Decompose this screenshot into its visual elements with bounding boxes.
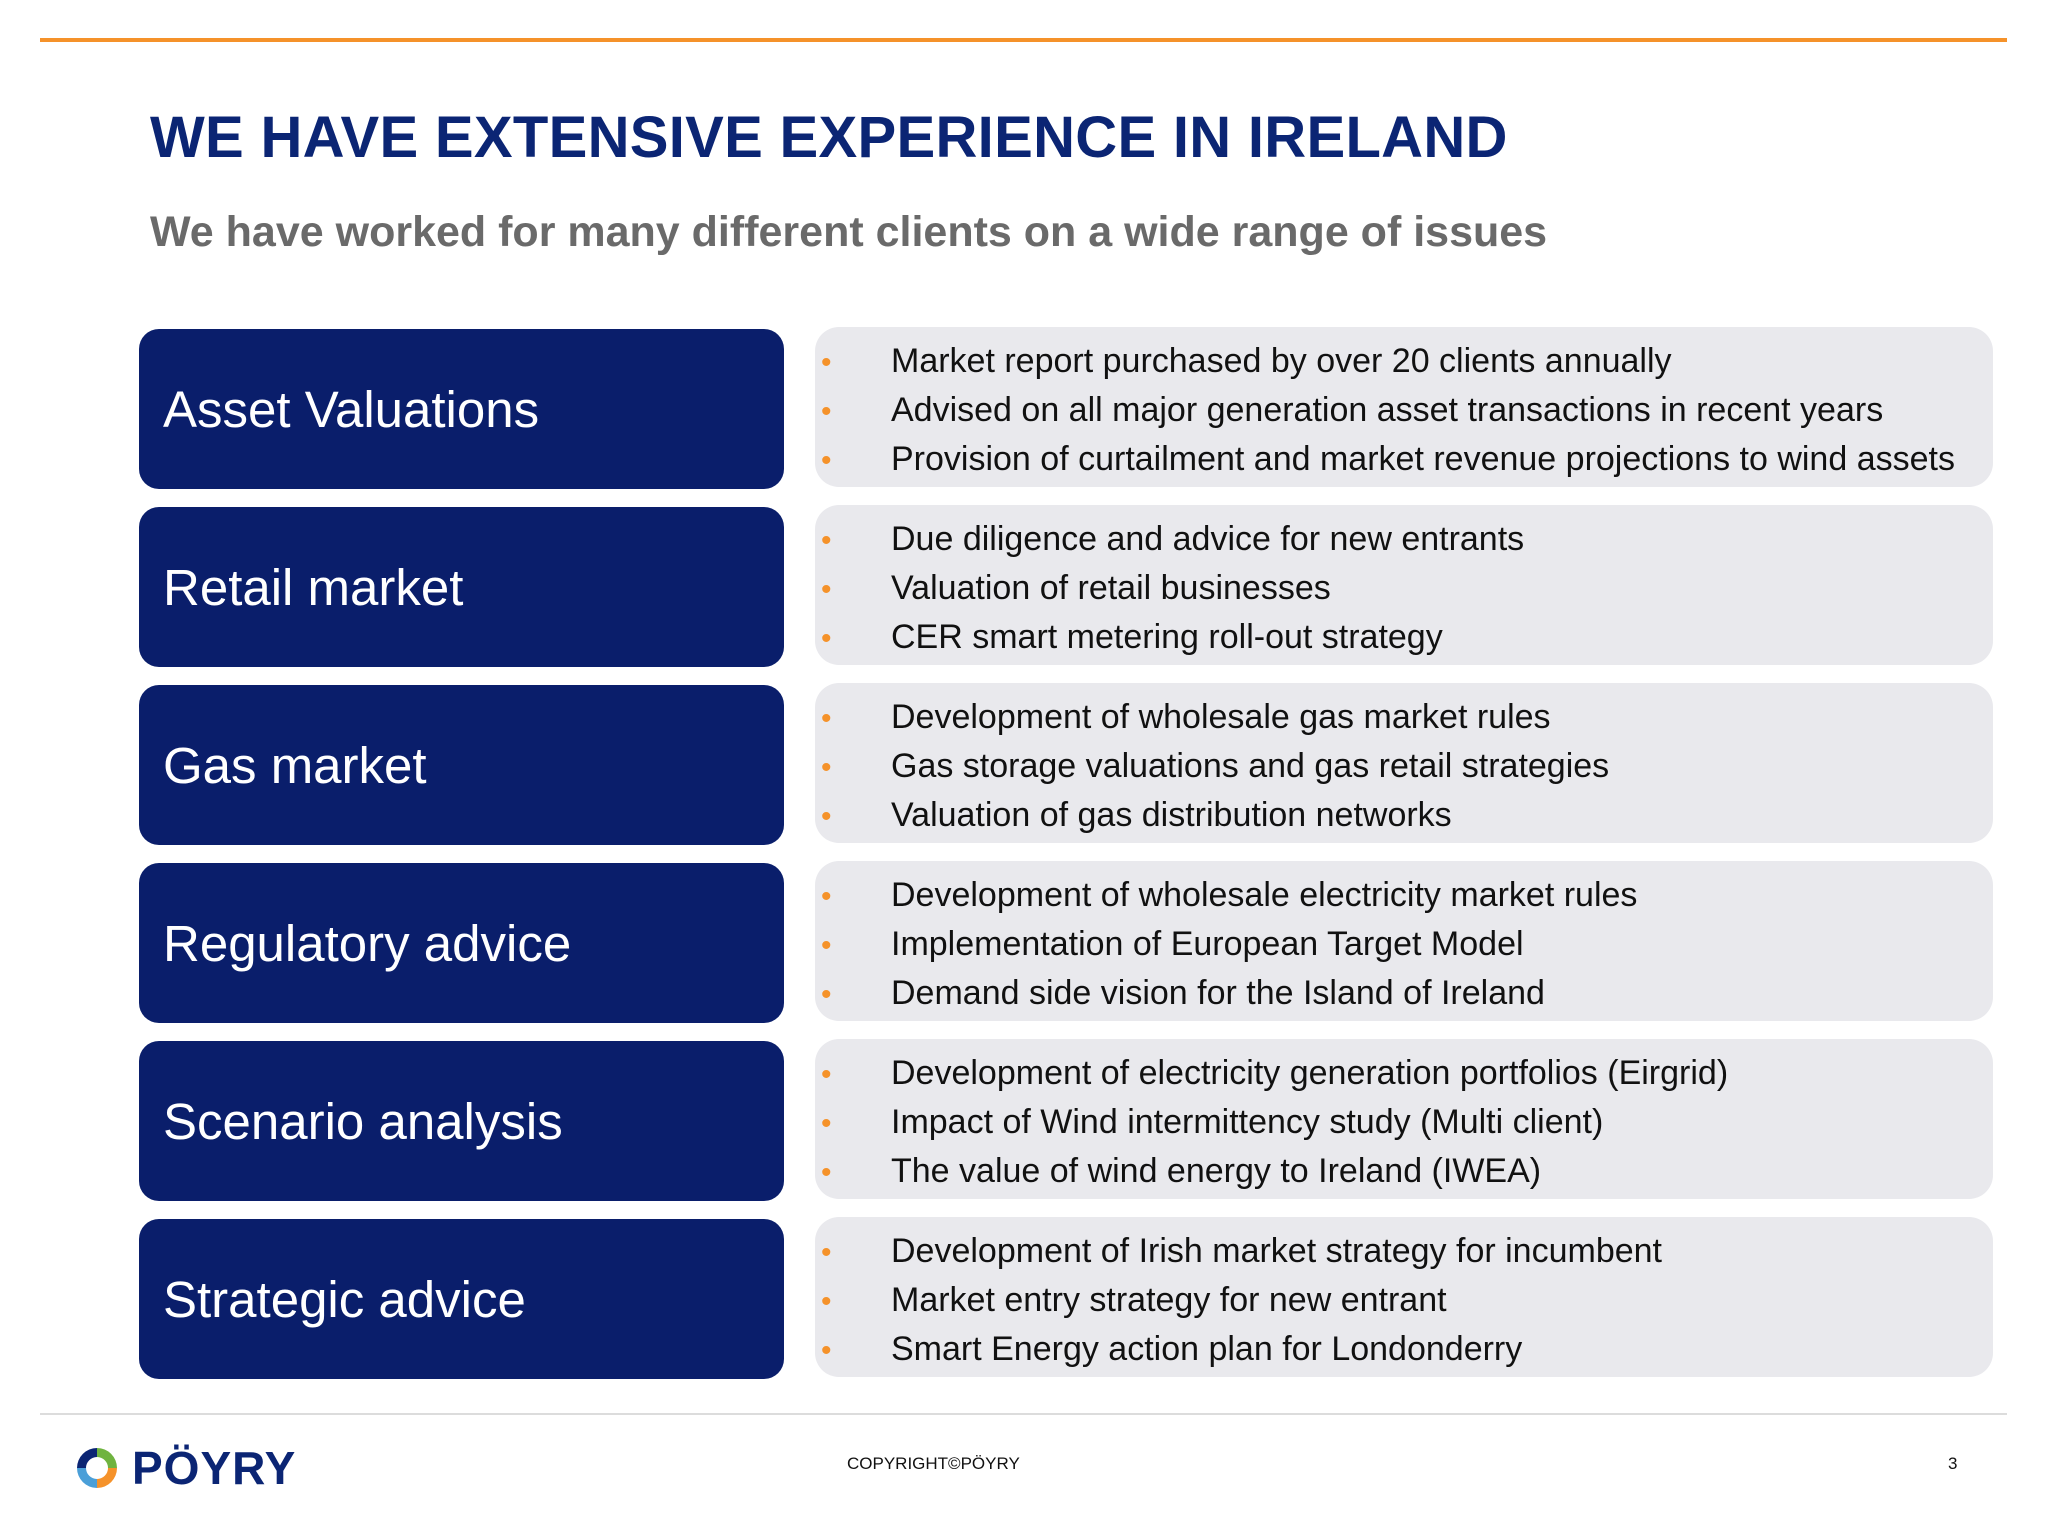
logo-wordmark: PÖYRY bbox=[132, 1442, 297, 1494]
bullet-icon: • bbox=[821, 1156, 832, 1189]
experience-row: Regulatory advice • Development of wholes… bbox=[139, 861, 1993, 1023]
bullet-icon: • bbox=[821, 524, 832, 557]
bullet-panel: • Development of Irish market strategy fo… bbox=[815, 1217, 1993, 1377]
bullet-text: Valuation of retail businesses bbox=[891, 569, 1331, 607]
bullet-icon: • bbox=[821, 751, 832, 784]
bullet-text: CER smart metering roll-out strategy bbox=[891, 618, 1443, 656]
bullet-text: Gas storage valuations and gas retail st… bbox=[891, 747, 1610, 785]
page-title: WE HAVE EXTENSIVE EXPERIENCE IN IRELAND bbox=[150, 105, 1508, 170]
copyright-notice: COPYRIGHT©PÖYRY bbox=[847, 1454, 1020, 1473]
bullet-item: • Gas storage valuations and gas retail s… bbox=[815, 743, 1993, 792]
category-label: Regulatory advice bbox=[163, 914, 572, 972]
bullet-icon: • bbox=[821, 1285, 832, 1318]
experience-row: Scenario analysis • Development of electr… bbox=[139, 1039, 1993, 1201]
bullet-icon: • bbox=[821, 622, 832, 655]
bullet-item: • Implementation of European Target Model bbox=[815, 921, 1993, 970]
bullet-icon: • bbox=[821, 346, 832, 379]
bullet-panel: • Development of electricity generation p… bbox=[815, 1039, 1993, 1199]
bullet-item: • Demand side vision for the Island of Ir… bbox=[815, 970, 1993, 1019]
bullet-panel: • Market report purchased by over 20 clie… bbox=[815, 327, 1993, 487]
bullet-text: Development of wholesale gas market rule… bbox=[891, 698, 1551, 736]
bullet-panel: • Due diligence and advice for new entran… bbox=[815, 505, 1993, 665]
bullet-icon: • bbox=[821, 1107, 832, 1140]
bullet-item: • Development of wholesale gas market rul… bbox=[815, 694, 1993, 743]
bullet-item: • Development of electricity generation p… bbox=[815, 1050, 1993, 1099]
bullet-text: Impact of Wind intermittency study (Mult… bbox=[891, 1103, 1604, 1141]
bullet-icon: • bbox=[821, 1058, 832, 1091]
bullet-text: Market entry strategy for new entrant bbox=[891, 1281, 1447, 1319]
company-logo: PÖYRY bbox=[72, 1438, 296, 1498]
experience-row: Gas market • Development of wholesale gas… bbox=[139, 683, 1993, 845]
bullet-item: • Smart Energy action plan for Londonderr… bbox=[815, 1326, 1993, 1375]
experience-rows: Asset Valuations • Market report purchase… bbox=[139, 327, 1993, 1395]
bullet-icon: • bbox=[821, 800, 832, 833]
bullet-text: The value of wind energy to Ireland (IWE… bbox=[891, 1152, 1542, 1190]
bullet-item: • Due diligence and advice for new entran… bbox=[815, 516, 1993, 565]
category-label: Asset Valuations bbox=[163, 380, 540, 438]
experience-row: Strategic advice • Development of Irish m… bbox=[139, 1217, 1993, 1379]
bullet-text: Advised on all major generation asset tr… bbox=[891, 391, 1884, 429]
bullet-text: Development of Irish market strategy for… bbox=[891, 1232, 1662, 1270]
bullet-item: • Valuation of retail businesses bbox=[815, 565, 1993, 614]
category-label: Retail market bbox=[163, 558, 464, 616]
bullet-icon: • bbox=[821, 880, 832, 913]
bullet-icon: • bbox=[821, 929, 832, 962]
bullet-icon: • bbox=[821, 444, 832, 477]
bullet-text: Valuation of gas distribution networks bbox=[891, 796, 1452, 834]
bullet-icon: • bbox=[821, 1334, 832, 1367]
experience-row: Retail market • Due diligence and advice … bbox=[139, 505, 1993, 667]
category-box: Asset Valuations bbox=[139, 329, 784, 489]
experience-row: Asset Valuations • Market report purchase… bbox=[139, 327, 1993, 489]
bullet-text: Demand side vision for the Island of Ire… bbox=[891, 974, 1545, 1012]
bullet-item: • Advised on all major generation asset t… bbox=[815, 387, 1993, 436]
bullet-item: • Development of Irish market strategy fo… bbox=[815, 1228, 1993, 1277]
category-label: Gas market bbox=[163, 736, 427, 794]
bullet-item: • Market report purchased by over 20 clie… bbox=[815, 338, 1993, 387]
bullet-item: • Market entry strategy for new entrant bbox=[815, 1277, 1993, 1326]
bullet-item: • The value of wind energy to Ireland (IW… bbox=[815, 1148, 1993, 1197]
bullet-panel: • Development of wholesale electricity ma… bbox=[815, 861, 1993, 1021]
page-subtitle: We have worked for many different client… bbox=[150, 208, 1548, 256]
bullet-icon: • bbox=[821, 573, 832, 606]
category-box: Strategic advice bbox=[139, 1219, 784, 1379]
bullet-text: Provision of curtailment and market reve… bbox=[891, 440, 1955, 478]
bullet-text: Due diligence and advice for new entrant… bbox=[891, 520, 1525, 558]
category-box: Retail market bbox=[139, 507, 784, 667]
bullet-item: • Development of wholesale electricity ma… bbox=[815, 872, 1993, 921]
bullet-item: • Valuation of gas distribution networks bbox=[815, 792, 1993, 841]
category-label: Scenario analysis bbox=[163, 1092, 563, 1150]
bullet-icon: • bbox=[821, 978, 832, 1011]
bullet-text: Market report purchased by over 20 clien… bbox=[891, 342, 1672, 380]
bullet-icon: • bbox=[821, 395, 832, 428]
footer-divider bbox=[40, 1413, 2007, 1415]
bullet-text: Development of electricity generation po… bbox=[891, 1054, 1729, 1092]
bullet-icon: • bbox=[821, 702, 832, 735]
logo-swirl-icon bbox=[77, 1448, 117, 1488]
category-box: Gas market bbox=[139, 685, 784, 845]
bullet-text: Development of wholesale electricity mar… bbox=[891, 876, 1638, 914]
bullet-panel: • Development of wholesale gas market rul… bbox=[815, 683, 1993, 843]
bullet-item: • Impact of Wind intermittency study (Mul… bbox=[815, 1099, 1993, 1148]
bullet-item: • CER smart metering roll-out strategy bbox=[815, 614, 1993, 663]
page-number: 3 bbox=[1948, 1454, 1958, 1473]
bullet-text: Smart Energy action plan for Londonderry bbox=[891, 1330, 1523, 1368]
bullet-item: • Provision of curtailment and market rev… bbox=[815, 436, 1993, 485]
category-box: Scenario analysis bbox=[139, 1041, 784, 1201]
top-accent-rule bbox=[40, 38, 2007, 42]
bullet-icon: • bbox=[821, 1236, 832, 1269]
category-box: Regulatory advice bbox=[139, 863, 784, 1023]
category-label: Strategic advice bbox=[163, 1270, 526, 1328]
bullet-text: Implementation of European Target Model bbox=[891, 925, 1524, 963]
